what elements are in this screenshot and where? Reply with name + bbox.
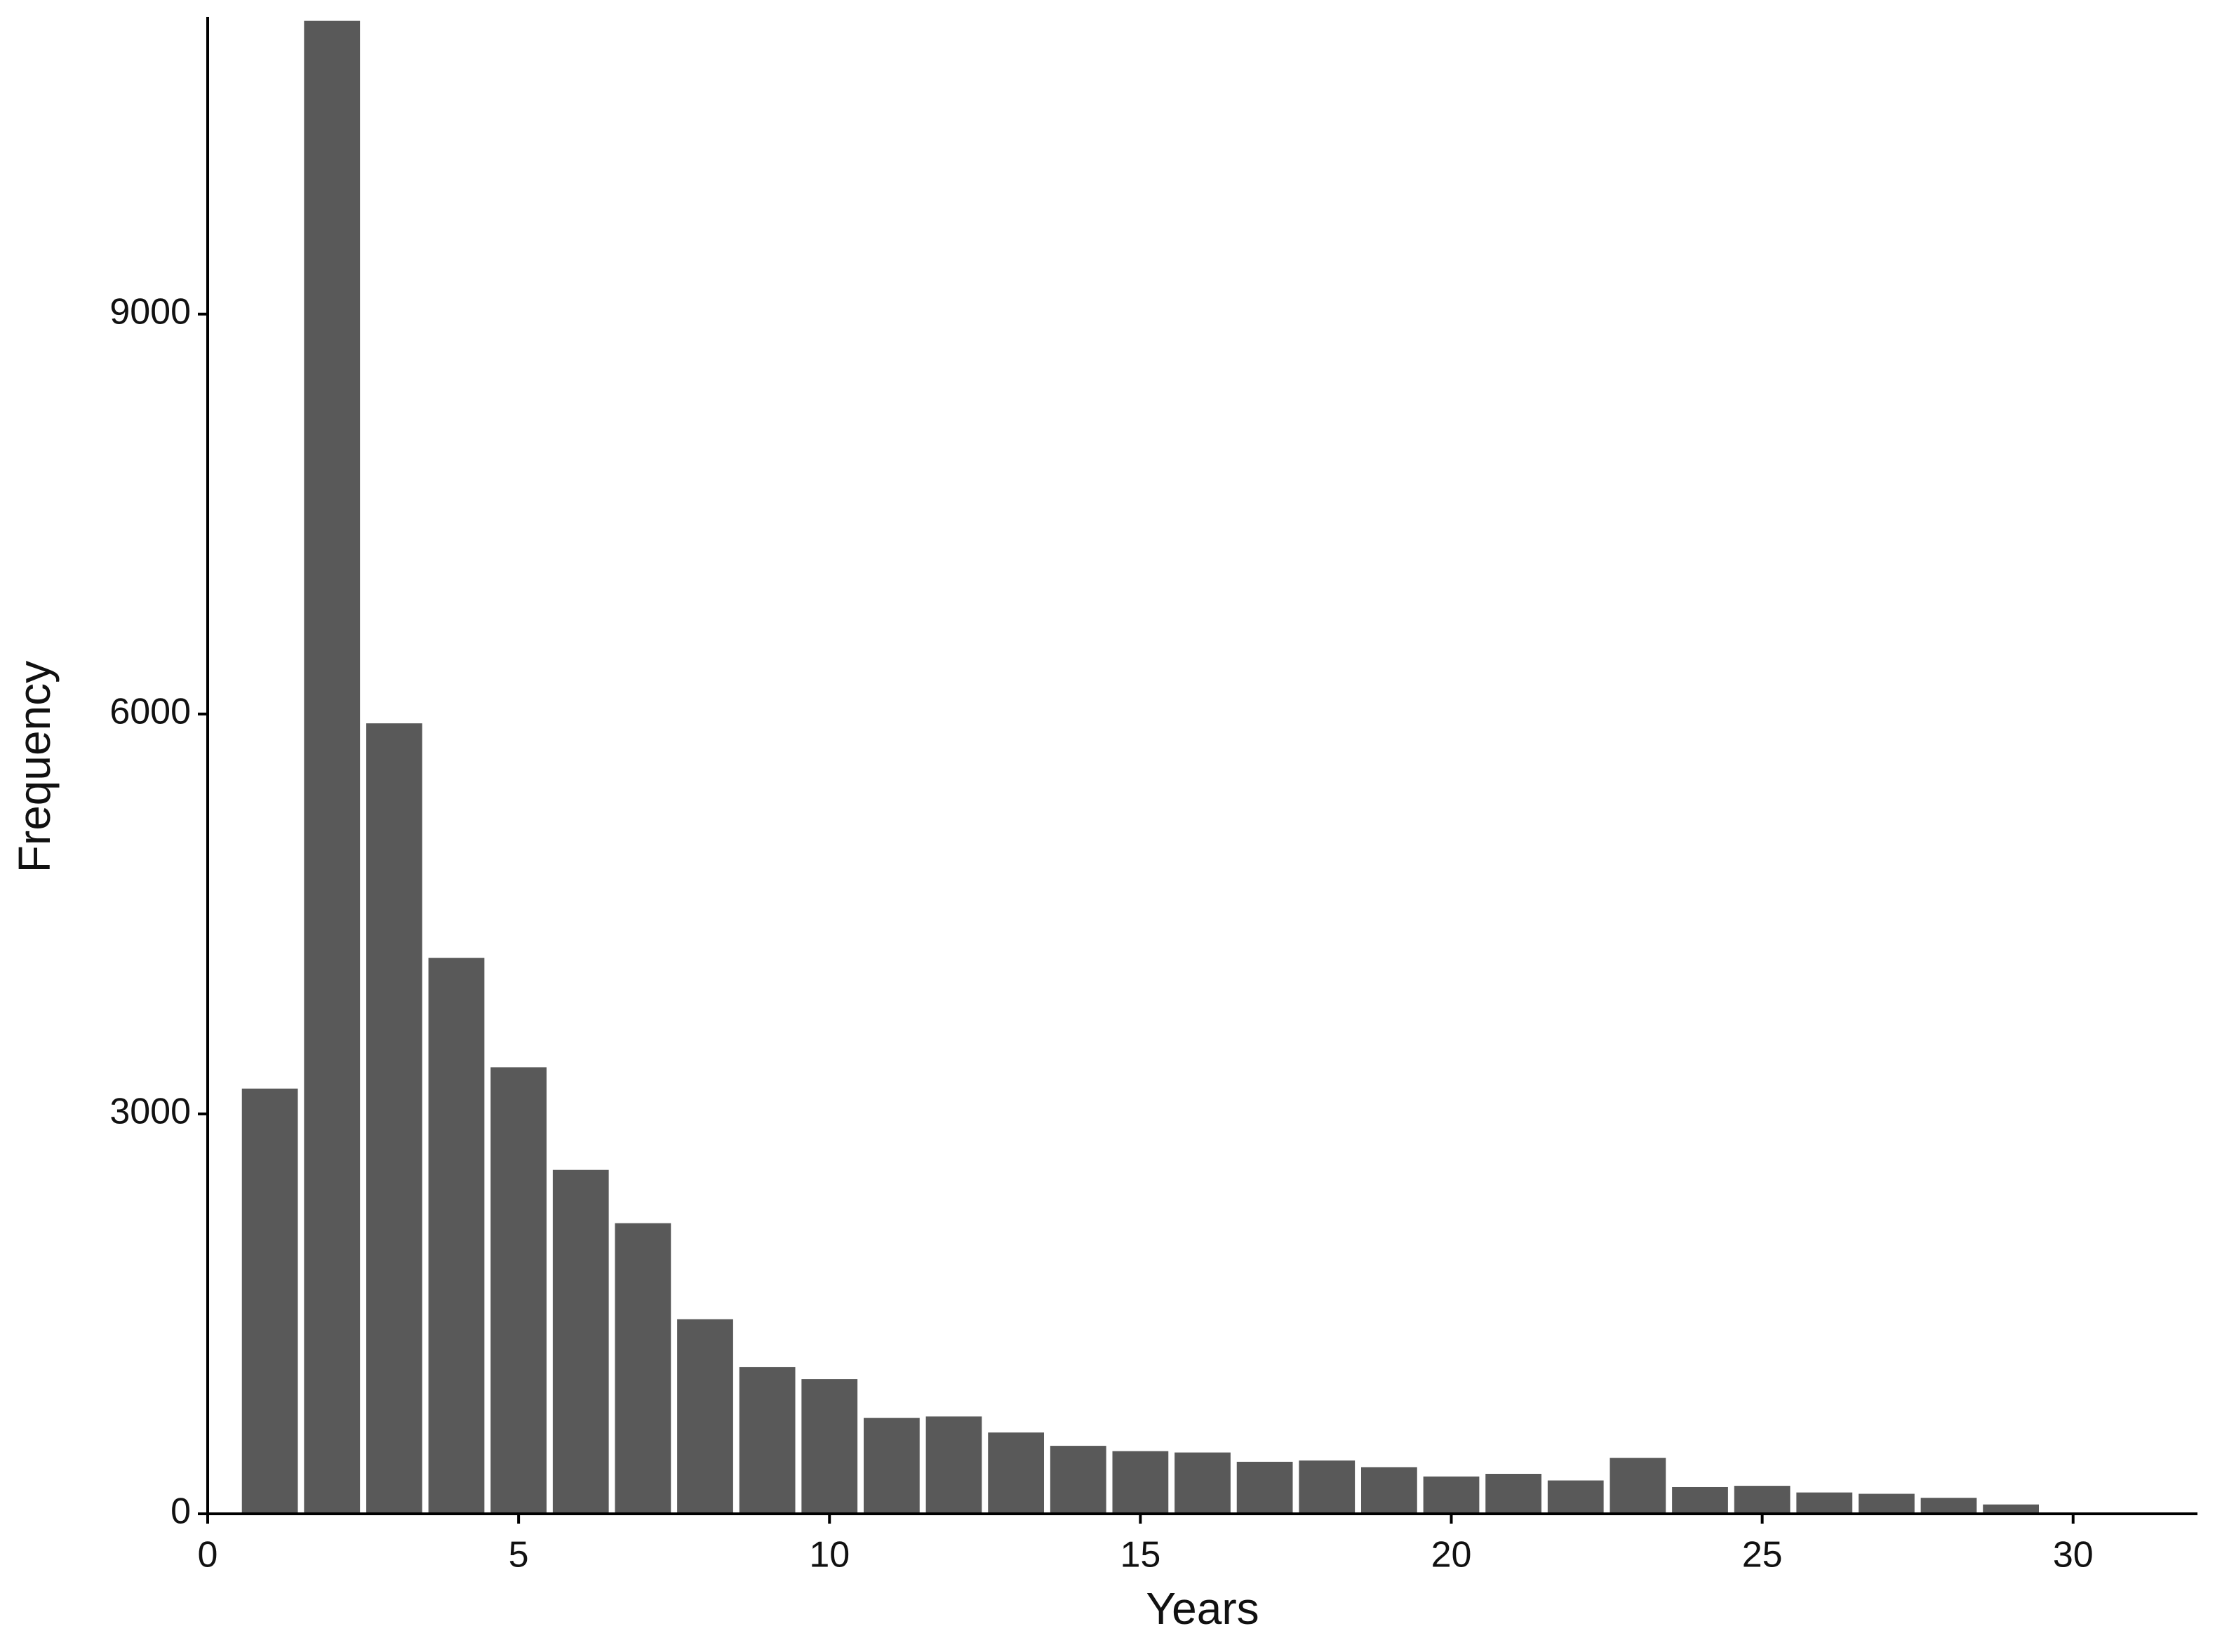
x-tick-label: 10 [809, 1535, 850, 1576]
y-tick-label: 6000 [109, 692, 191, 732]
x-axis-title: Years [1146, 1583, 1259, 1634]
bar [1734, 1486, 1791, 1514]
bar [988, 1432, 1045, 1514]
bar [1360, 1467, 1417, 1514]
bar [1299, 1460, 1356, 1514]
bar [1423, 1476, 1480, 1514]
bar [1236, 1461, 1293, 1514]
bar [739, 1366, 796, 1514]
bar [552, 1169, 609, 1514]
bar [304, 20, 361, 1515]
y-tick-label: 9000 [109, 291, 191, 332]
x-tick-label: 5 [509, 1535, 529, 1576]
bar [615, 1223, 671, 1514]
x-tick-label: 30 [2053, 1535, 2094, 1576]
bar [1610, 1458, 1666, 1514]
bar [1858, 1493, 1915, 1514]
bar [1050, 1446, 1106, 1514]
y-tick-label: 3000 [109, 1092, 191, 1132]
x-tick-label: 20 [1431, 1535, 1472, 1576]
bar [1796, 1492, 1853, 1514]
bar [1920, 1498, 1977, 1514]
bar [1983, 1504, 2040, 1514]
bar [1547, 1480, 1604, 1514]
bar [801, 1379, 858, 1514]
y-axis-title: Frequency [9, 661, 60, 873]
bar [428, 958, 485, 1514]
y-tick-label: 0 [170, 1491, 191, 1532]
bar [1175, 1452, 1231, 1514]
bar [490, 1067, 547, 1514]
bar [366, 723, 422, 1514]
x-tick-label: 15 [1120, 1535, 1160, 1576]
bar [241, 1088, 298, 1514]
bar [1672, 1486, 1728, 1514]
bar [677, 1319, 733, 1514]
x-tick-label: 0 [198, 1535, 218, 1576]
x-tick-label: 25 [1742, 1535, 1783, 1576]
bar [1485, 1473, 1542, 1514]
bar [1112, 1451, 1169, 1514]
bar [925, 1416, 982, 1514]
bar [863, 1418, 920, 1514]
